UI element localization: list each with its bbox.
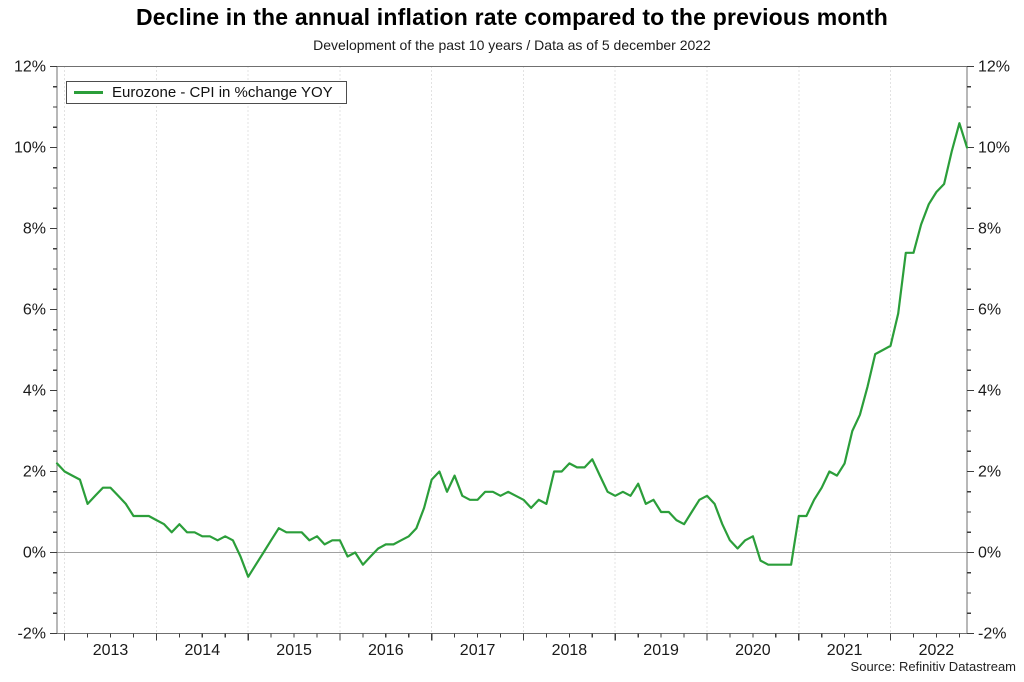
legend: Eurozone - CPI in %change YOY	[66, 81, 347, 104]
svg-text:2017: 2017	[460, 642, 496, 659]
svg-text:2016: 2016	[368, 642, 404, 659]
svg-text:6%: 6%	[978, 302, 1001, 319]
svg-text:2%: 2%	[978, 464, 1001, 481]
svg-text:2%: 2%	[23, 464, 46, 481]
y-axis-right-labels: 12% 10% 8% 6% 4% 2% 0% -2%	[978, 59, 1010, 643]
cpi-line-series	[55, 122, 969, 578]
svg-text:2015: 2015	[276, 642, 312, 659]
svg-text:2018: 2018	[552, 642, 588, 659]
svg-text:2022: 2022	[919, 642, 955, 659]
svg-text:10%: 10%	[14, 140, 46, 157]
svg-text:2014: 2014	[185, 642, 221, 659]
svg-text:0%: 0%	[978, 545, 1001, 562]
year-gridlines	[64, 66, 891, 634]
svg-text:-2%: -2%	[18, 626, 46, 643]
svg-text:4%: 4%	[978, 383, 1001, 400]
svg-text:6%: 6%	[23, 302, 46, 319]
svg-text:2021: 2021	[827, 642, 863, 659]
plot-frame	[56, 65, 968, 635]
source-note: Source: Refinitiv Datastream	[850, 659, 1016, 674]
svg-text:8%: 8%	[978, 221, 1001, 238]
svg-text:0%: 0%	[23, 545, 46, 562]
chart-subtitle: Development of the past 10 years / Data …	[313, 37, 711, 53]
legend-label: Eurozone - CPI in %change YOY	[112, 84, 333, 101]
svg-text:2013: 2013	[93, 642, 129, 659]
legend-line-sample	[74, 91, 103, 94]
svg-text:12%: 12%	[14, 59, 46, 76]
svg-text:-2%: -2%	[978, 626, 1006, 643]
svg-text:10%: 10%	[978, 140, 1010, 157]
svg-text:2020: 2020	[735, 642, 771, 659]
svg-text:12%: 12%	[978, 59, 1010, 76]
chart-title: Decline in the annual inflation rate com…	[135, 4, 889, 30]
y-axis-left-labels: 12% 10% 8% 6% 4% 2% 0% -2%	[14, 59, 46, 643]
svg-text:4%: 4%	[23, 383, 46, 400]
x-axis-year-labels: 2013 2014 2015 2016 2017 2018 2019 2020 2021 2022	[93, 642, 955, 659]
x-axis-ticks	[63, 633, 961, 641]
svg-text:2019: 2019	[643, 642, 679, 659]
y-axis-ticks	[50, 65, 974, 635]
svg-text:8%: 8%	[23, 221, 46, 238]
